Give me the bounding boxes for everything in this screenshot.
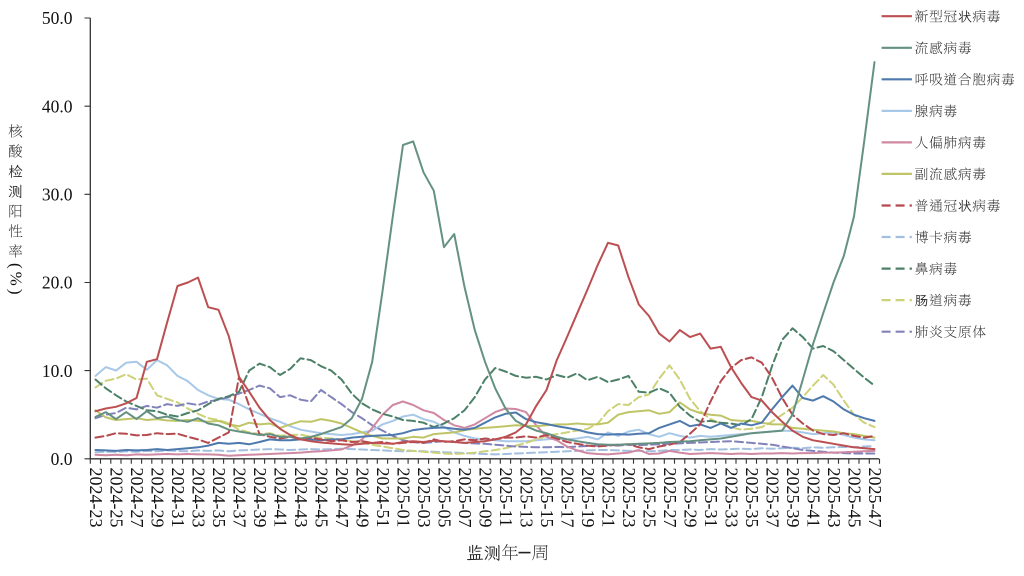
svg-text:2025-33: 2025-33	[722, 468, 742, 528]
svg-text:2024-33: 2024-33	[189, 468, 209, 528]
svg-text:2024-47: 2024-47	[332, 468, 352, 528]
svg-text:2024-45: 2024-45	[312, 468, 332, 528]
svg-text:2024-49: 2024-49	[353, 468, 373, 528]
svg-text:2025-07: 2025-07	[455, 468, 475, 528]
svg-text:2025-23: 2025-23	[619, 468, 639, 528]
svg-text:2024-37: 2024-37	[230, 468, 250, 528]
svg-text:2024-35: 2024-35	[209, 468, 229, 528]
svg-text:2025-17: 2025-17	[558, 468, 578, 528]
svg-text:2024-27: 2024-27	[127, 468, 147, 528]
svg-text:2025-47: 2025-47	[865, 468, 885, 528]
svg-text:2024-31: 2024-31	[168, 468, 188, 528]
svg-text:2024-39: 2024-39	[250, 468, 270, 528]
svg-text:2024-41: 2024-41	[271, 468, 291, 528]
svg-text:2025-01: 2025-01	[394, 468, 414, 528]
svg-text:2025-45: 2025-45	[845, 468, 865, 528]
svg-text:2025-09: 2025-09	[476, 468, 496, 528]
svg-text:2025-37: 2025-37	[763, 468, 783, 528]
svg-text:2024-25: 2024-25	[107, 468, 127, 528]
svg-text:2025-21: 2025-21	[599, 468, 619, 528]
svg-text:2025-35: 2025-35	[742, 468, 762, 528]
svg-text:2025-39: 2025-39	[783, 468, 803, 528]
svg-text:2025-03: 2025-03	[414, 468, 434, 528]
svg-text:2025-15: 2025-15	[537, 468, 557, 528]
svg-text:2024-43: 2024-43	[291, 468, 311, 528]
svg-text:0.0: 0.0	[51, 449, 73, 469]
svg-text:2025-27: 2025-27	[660, 468, 680, 528]
svg-text:40.0: 40.0	[42, 96, 73, 116]
svg-text:2025-43: 2025-43	[824, 468, 844, 528]
svg-text:2024-29: 2024-29	[148, 468, 168, 528]
svg-text:2025-31: 2025-31	[701, 468, 721, 528]
svg-text:50.0: 50.0	[42, 8, 73, 28]
svg-text:(%): (%)	[6, 263, 25, 297]
svg-text:2025-41: 2025-41	[804, 468, 824, 528]
svg-text:20.0: 20.0	[42, 273, 73, 293]
svg-text:2025-29: 2025-29	[681, 468, 701, 528]
svg-text:2025-11: 2025-11	[496, 468, 516, 527]
svg-text:10.0: 10.0	[42, 361, 73, 381]
svg-text:2024-51: 2024-51	[373, 468, 393, 528]
svg-text:2024-23: 2024-23	[86, 468, 106, 528]
svg-text:30.0: 30.0	[42, 185, 73, 205]
svg-text:2025-25: 2025-25	[640, 468, 660, 528]
svg-text:2025-19: 2025-19	[578, 468, 598, 528]
svg-text:2025-13: 2025-13	[517, 468, 537, 528]
svg-text:2025-05: 2025-05	[435, 468, 455, 528]
